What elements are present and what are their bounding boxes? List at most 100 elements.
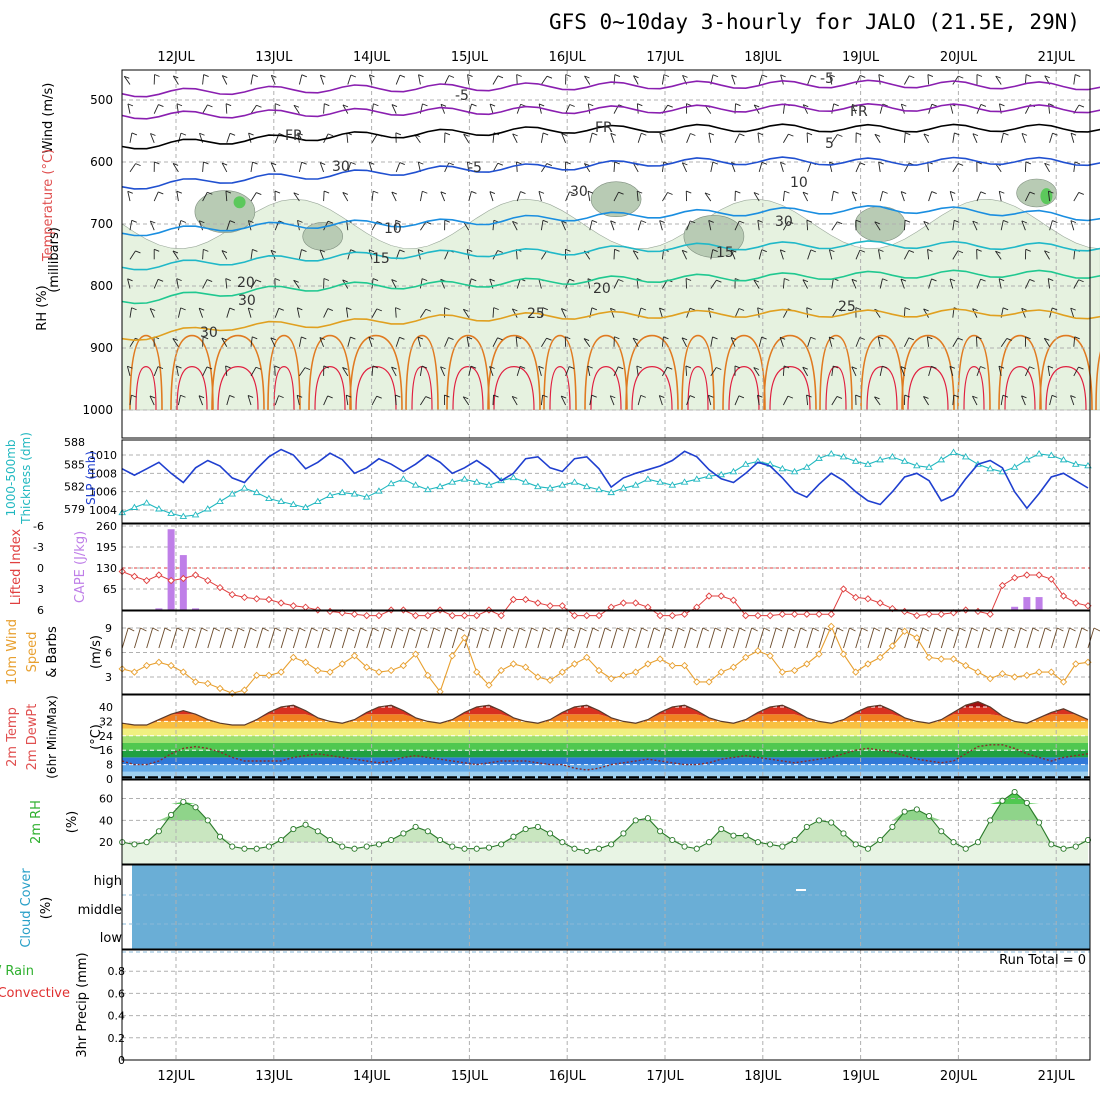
wind-barb xyxy=(662,366,668,377)
wind-barb-flag xyxy=(637,103,643,107)
wind-barb-flag xyxy=(395,219,401,223)
wind-speed-marker xyxy=(925,653,933,662)
wind-barb-flag xyxy=(584,163,590,166)
wind-barb xyxy=(637,133,642,143)
wind-barb xyxy=(323,191,325,202)
wind-barb xyxy=(609,308,615,318)
wind-barb xyxy=(221,250,228,260)
wind-barb-flag xyxy=(391,366,397,370)
wind-barb xyxy=(843,627,850,649)
wind-barb xyxy=(758,249,763,260)
rh-marker xyxy=(877,836,884,844)
wind-barb-flag xyxy=(1070,220,1077,224)
wind-barb xyxy=(153,279,159,289)
wind-speed-marker xyxy=(680,661,689,670)
wind-barb xyxy=(256,627,264,649)
wind-barb xyxy=(149,308,155,318)
rh-marker xyxy=(485,844,493,851)
wind-barb xyxy=(319,337,325,347)
wind-barb-flag xyxy=(1002,394,1009,398)
wind-barb xyxy=(1070,220,1075,231)
wind-barb-flag xyxy=(855,219,862,223)
lifted-tick-label: 0 xyxy=(37,562,44,575)
wind-barb xyxy=(202,192,208,202)
wind-barb xyxy=(586,627,594,649)
wind-barb xyxy=(867,627,875,649)
isotherm-label: -5 xyxy=(468,160,482,176)
wind-barb xyxy=(378,627,386,649)
panel-frame xyxy=(121,439,1091,524)
wind-barb xyxy=(127,191,131,202)
wind-barb xyxy=(146,627,154,649)
wind-barb xyxy=(753,279,760,289)
rh-marker xyxy=(583,847,590,854)
wind-barb xyxy=(489,191,494,202)
wind-barb-flag xyxy=(207,191,213,195)
wind-barb-flag xyxy=(538,365,544,369)
lifted-marker xyxy=(521,595,530,604)
rh-marker xyxy=(950,839,957,846)
wind-barb xyxy=(710,279,717,289)
wind-barb xyxy=(927,74,930,85)
wind-barb-flag xyxy=(972,133,979,137)
date-label-bottom: 16JUL xyxy=(549,1069,587,1084)
lifted-marker xyxy=(265,595,273,604)
wind-barb-flag xyxy=(252,336,258,340)
wind-barb xyxy=(972,133,978,143)
wind-barb xyxy=(394,395,397,406)
wind-barb-flag xyxy=(158,104,164,107)
wind-barb-flag xyxy=(248,307,254,311)
wind-speed-marker xyxy=(900,627,909,635)
wind-barb-flag xyxy=(922,627,930,632)
wind-speed-marker xyxy=(509,660,518,668)
temp-band xyxy=(122,764,1088,772)
wind-barb-flag xyxy=(238,627,245,632)
wind-barb xyxy=(1073,279,1080,289)
slp-ylabel-thickness-unit: Thickness (dm) xyxy=(19,432,33,525)
wind-barb-flag xyxy=(1006,338,1012,341)
wind-barb-flag xyxy=(712,74,719,78)
cape-tick-label: 65 xyxy=(103,583,117,596)
wind-barb-flag xyxy=(757,307,763,311)
wind-barb-flag xyxy=(189,627,196,632)
wind-barb xyxy=(976,336,978,347)
wind-barb-flag xyxy=(757,219,763,223)
wind-barb xyxy=(831,134,838,144)
wind-speed-marker xyxy=(399,661,408,670)
wind-barb-flag xyxy=(203,161,209,165)
date-label-top: 14JUL xyxy=(353,50,391,65)
wind-barb xyxy=(686,308,691,318)
wind-barb-flag xyxy=(1044,162,1050,166)
wind-barb-flag xyxy=(806,307,812,311)
rh-marker xyxy=(962,845,969,852)
rh-band xyxy=(122,792,1088,864)
wind-barb xyxy=(274,365,276,376)
wind-barb-flag xyxy=(1021,307,1027,311)
wind-barb xyxy=(828,249,833,260)
wind-barb xyxy=(1073,192,1080,202)
wind-barb-flag xyxy=(1048,103,1054,107)
wind-barb-flag xyxy=(806,132,813,136)
wind-speed-marker xyxy=(717,668,725,676)
wind-barb xyxy=(587,278,591,289)
wind-barb-flag xyxy=(1021,132,1028,136)
wind-barb-flag xyxy=(164,627,172,632)
temp-band xyxy=(122,757,1088,765)
wind-barb-flag xyxy=(614,74,621,77)
wind-barb xyxy=(995,250,1002,260)
wind-barb xyxy=(444,162,450,173)
wind-barb-flag xyxy=(837,221,843,225)
thickness-marker xyxy=(485,481,493,488)
thickness-marker xyxy=(913,461,921,469)
temp-band xyxy=(122,707,1088,725)
wind-barb xyxy=(633,75,639,85)
wind-barb xyxy=(659,133,663,143)
lifted-marker xyxy=(913,611,921,620)
wind-barb-flag xyxy=(629,627,636,632)
wind-barb xyxy=(221,162,228,173)
wind-barb xyxy=(1049,220,1053,231)
wind-barb xyxy=(1070,395,1075,406)
date-label-bottom: 19JUL xyxy=(842,1069,880,1084)
wind-barb xyxy=(671,627,679,649)
wind-barb xyxy=(874,134,881,144)
